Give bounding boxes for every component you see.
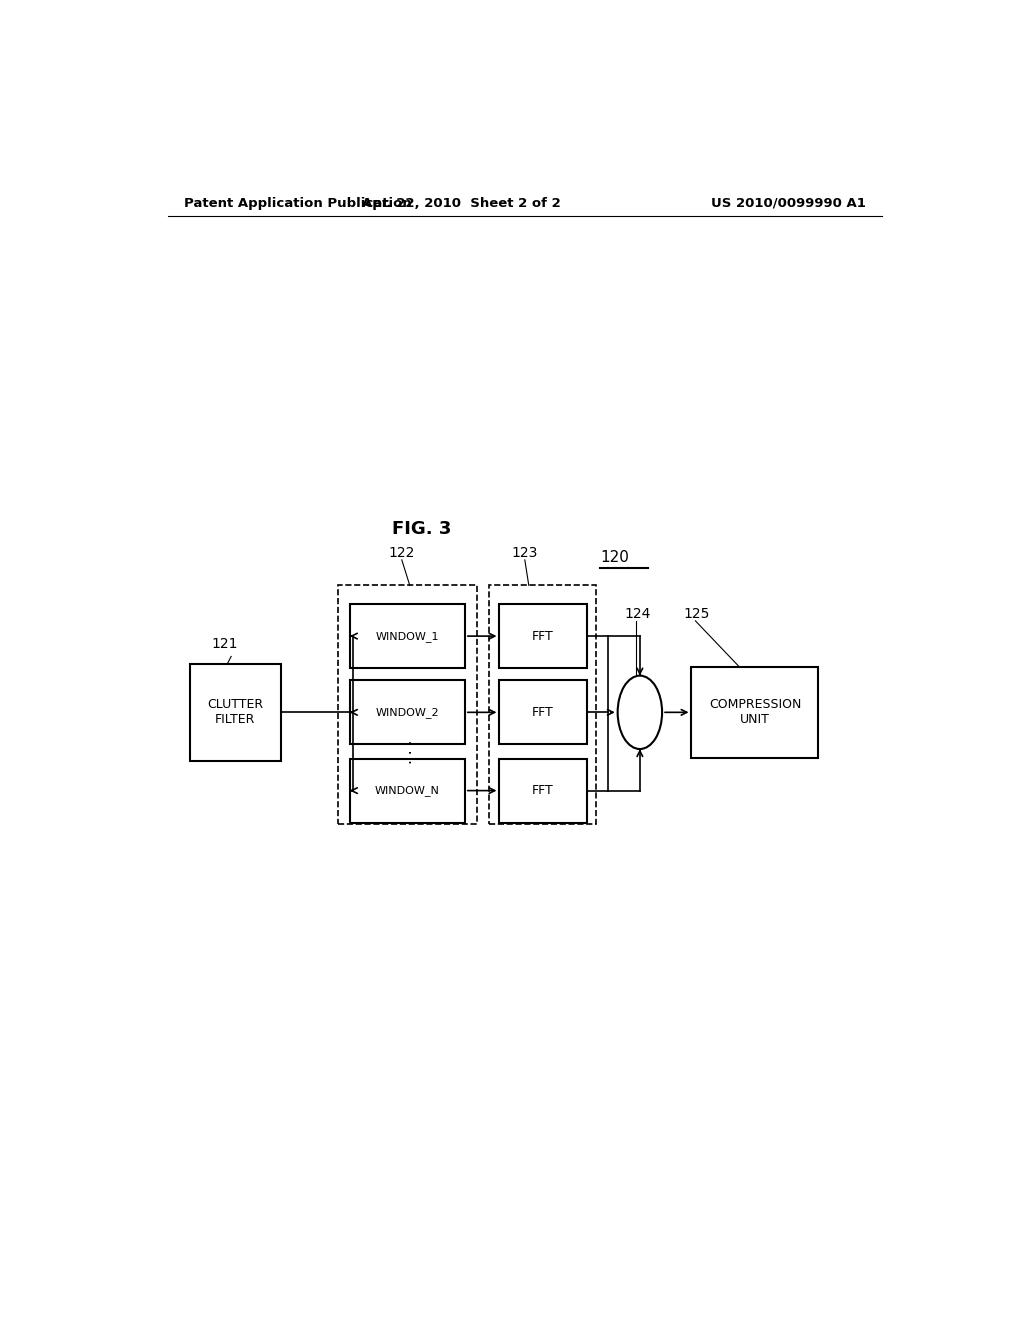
- Text: . . .: . . .: [399, 739, 415, 764]
- Text: FFT: FFT: [532, 706, 554, 719]
- Text: Apr. 22, 2010  Sheet 2 of 2: Apr. 22, 2010 Sheet 2 of 2: [361, 197, 561, 210]
- Text: FFT: FFT: [532, 784, 554, 797]
- Bar: [189, 664, 281, 760]
- Bar: [350, 759, 465, 822]
- Text: 124: 124: [624, 607, 650, 620]
- Bar: [691, 667, 818, 758]
- Bar: [350, 680, 465, 744]
- Text: FFT: FFT: [532, 630, 554, 643]
- Text: WINDOW_2: WINDOW_2: [376, 708, 439, 718]
- Text: CLUTTER
FILTER: CLUTTER FILTER: [207, 698, 263, 726]
- Text: 122: 122: [388, 546, 415, 560]
- Text: 123: 123: [512, 546, 538, 560]
- Text: WINDOW_1: WINDOW_1: [376, 631, 439, 642]
- Text: 125: 125: [684, 607, 710, 620]
- Text: WINDOW_N: WINDOW_N: [375, 785, 439, 796]
- Text: COMPRESSION
UNIT: COMPRESSION UNIT: [709, 698, 801, 726]
- Text: 120: 120: [600, 550, 629, 565]
- Bar: [350, 605, 465, 668]
- Bar: [338, 585, 477, 824]
- Text: US 2010/0099990 A1: US 2010/0099990 A1: [712, 197, 866, 210]
- Bar: [500, 759, 587, 822]
- Text: FIG. 3: FIG. 3: [392, 520, 452, 539]
- Ellipse shape: [617, 676, 663, 748]
- Text: 121: 121: [211, 638, 238, 651]
- Bar: [500, 605, 587, 668]
- Bar: [489, 585, 596, 824]
- Bar: [500, 680, 587, 744]
- Text: Patent Application Publication: Patent Application Publication: [183, 197, 412, 210]
